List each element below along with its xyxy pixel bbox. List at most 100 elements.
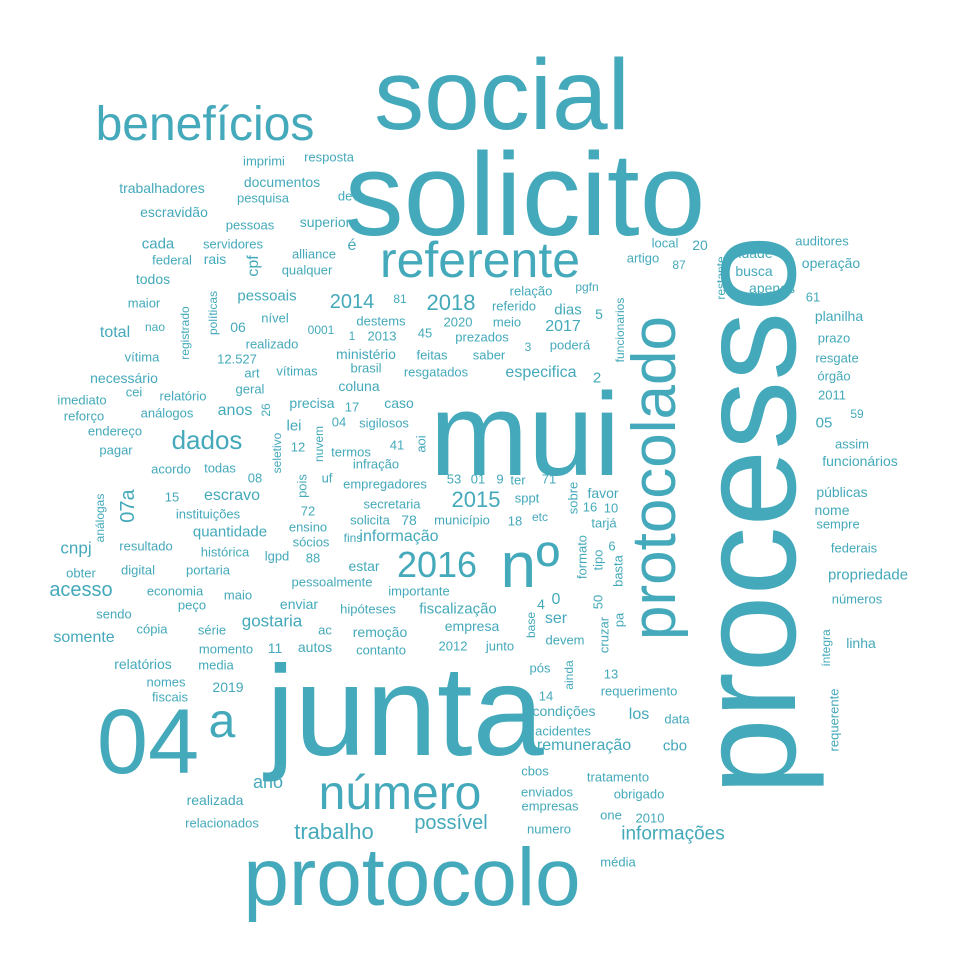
word-assim: assim (835, 436, 869, 452)
word-copia: cópia (136, 621, 168, 637)
word-dados: dados (171, 425, 243, 455)
word-condicoes: condições (532, 703, 596, 719)
word-empregadores: empregadores (343, 476, 427, 492)
word-cpf: cpf (245, 255, 262, 277)
word-socios: sócios (292, 534, 330, 550)
word-2013: 2013 (367, 328, 397, 344)
word-sendo: sendo (96, 606, 132, 622)
word-meio: meio (492, 314, 522, 330)
word-pa: pa (611, 612, 627, 628)
word-seletivo: seletivo (270, 432, 284, 474)
word-dias: dias (554, 301, 582, 319)
word-61: 61 (805, 289, 821, 305)
word-autos: autos (297, 639, 333, 655)
word-sppt: sppt (514, 490, 540, 506)
word-referido: referido (491, 298, 537, 314)
word-vitimas: vítimas (276, 363, 318, 379)
word-sobre: sobre (565, 481, 581, 515)
word-economia: economia (146, 583, 204, 599)
word-qualquer: qualquer (281, 262, 333, 278)
word-prezados: prezados (455, 329, 509, 345)
word-1: 1 (348, 329, 356, 343)
word-vitima: vítima (124, 349, 160, 365)
word-analogos: análogos (140, 405, 194, 421)
word-formato: formato (574, 534, 590, 580)
word-integra: íntegra (819, 629, 833, 667)
word-acordo: acordo (151, 461, 191, 477)
word-88: 88 (305, 550, 321, 566)
word-45: 45 (417, 325, 433, 341)
word-superior: superior (299, 214, 351, 230)
word-17: 17 (344, 399, 360, 415)
word-08: 08 (247, 470, 263, 486)
word-cei: cei (125, 384, 143, 400)
word-cbo: cbo (662, 737, 688, 755)
word-media: media (198, 657, 234, 673)
word-15: 15 (164, 489, 180, 505)
word-2018: 2018 (426, 290, 476, 315)
word-nomes: nomes (146, 674, 186, 690)
word-rais: rais (203, 251, 227, 267)
word-6: 6 (608, 538, 616, 554)
word-planilha: planilha (814, 308, 864, 324)
word-saber: saber (472, 347, 506, 363)
word-pagar: pagar (99, 442, 133, 458)
word-ministerio: ministério (336, 346, 396, 362)
word-fiscais: fiscais (151, 689, 189, 705)
word-possivel: possível (414, 812, 488, 834)
word-numero: numero (526, 821, 572, 837)
word-0001: 0001 (307, 323, 335, 337)
word-53: 53 (446, 471, 462, 487)
word-escravidao: escravidão (140, 204, 208, 220)
word-deve: deve (337, 188, 367, 204)
word-2010: 2010 (635, 810, 665, 826)
word-artigo: artigo (626, 250, 660, 266)
word-informacoes: informações (621, 823, 725, 845)
word-portaria: portaria (185, 562, 231, 578)
word-importante: importante (388, 583, 450, 599)
word-ter: ter (510, 472, 526, 488)
word-obter: obter (66, 565, 96, 581)
word-total: total (99, 324, 131, 341)
word-orgao: órgão (817, 368, 851, 384)
word-gostaria: gostaria (241, 611, 303, 631)
word-informacao: informação (359, 528, 439, 545)
word-26: 26 (259, 403, 273, 417)
word-13: 13 (603, 666, 619, 682)
word-beneficios: benefícios (95, 98, 315, 151)
word-nao: nao (144, 320, 166, 334)
word-2020: 2020 (443, 314, 473, 330)
word-remocao: remoção (352, 624, 408, 640)
word-basta: basta (610, 555, 626, 587)
word-5: 5 (595, 306, 603, 322)
word-social: social (374, 39, 630, 151)
word-hipoteses: hipóteses (340, 601, 396, 617)
word-data: data (664, 711, 690, 727)
word-analogas: análogas (93, 493, 107, 543)
word-maior: maior (127, 295, 161, 311)
word-necessario: necessário (90, 370, 158, 386)
word-feitas: feitas (416, 347, 448, 363)
word-one: one (600, 807, 622, 823)
word-acesso: acesso (49, 579, 113, 601)
word-escravo: escravo (203, 487, 261, 504)
word-termos: termos (331, 444, 371, 460)
word-contanto: contanto (356, 642, 406, 658)
word-2017: 2017 (545, 318, 581, 335)
word-cruzar: cruzar (596, 616, 612, 654)
word-funcionarios-accent: funcionários (822, 453, 898, 469)
word-4: 4 (537, 596, 545, 612)
word-87: 87 (672, 258, 686, 272)
word-trabalhadores: trabalhadores (119, 180, 205, 196)
word-50: 50 (590, 594, 606, 610)
word-historica: histórica (200, 544, 250, 560)
word-18: 18 (507, 513, 523, 529)
word-81: 81 (393, 292, 407, 306)
word-cbos: cbos (521, 763, 549, 779)
word-sigilosos: sigilosos (359, 415, 409, 431)
word-imprimi: imprimi (243, 153, 285, 169)
word-alliance: alliance (291, 246, 337, 262)
word-registrado: registrado (178, 306, 192, 360)
word-caso: caso (384, 395, 414, 411)
word-anos: anos (217, 402, 253, 419)
